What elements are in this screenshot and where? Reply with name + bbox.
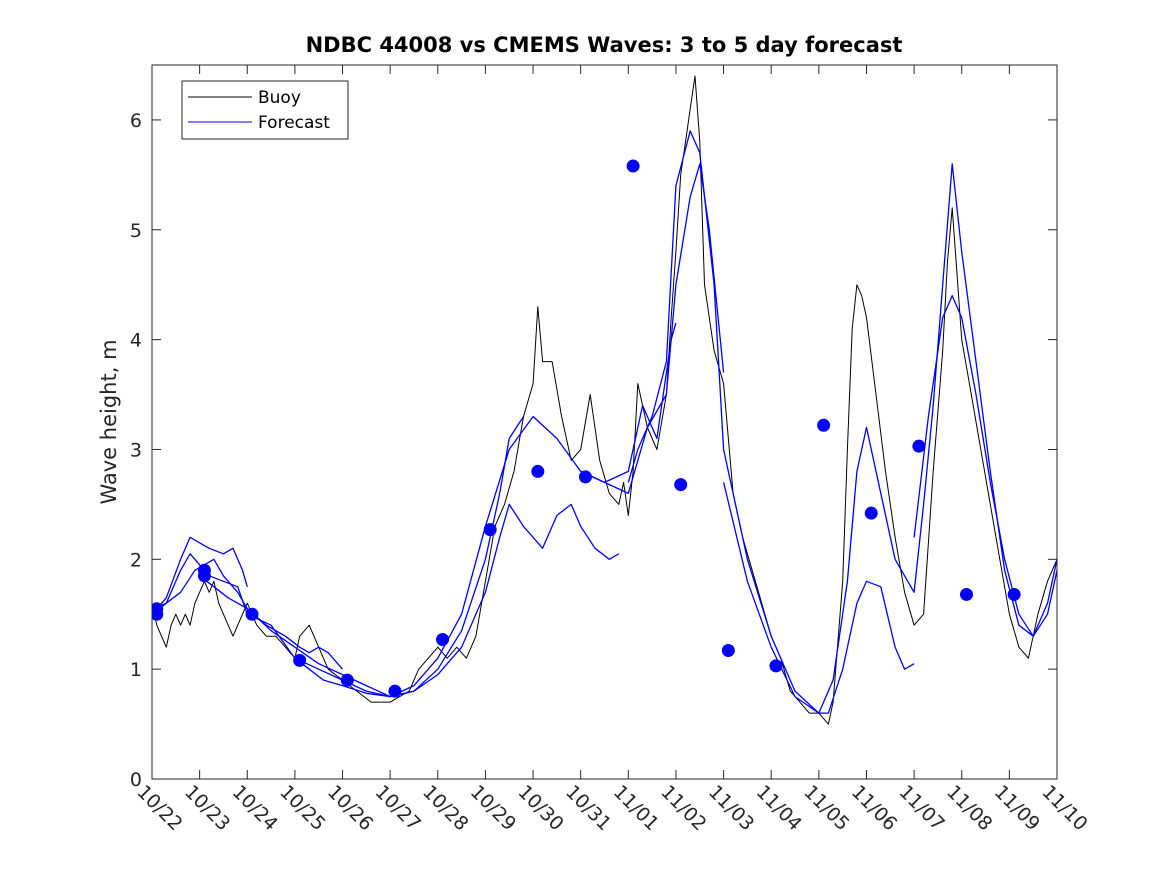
x-tick-label: 10/26 <box>323 781 377 835</box>
x-tick-label: 10/30 <box>514 781 568 835</box>
x-tick-label: 10/31 <box>561 781 615 835</box>
forecast-series-line <box>199 575 343 670</box>
x-tick-label: 10/23 <box>180 781 234 835</box>
x-tick-label: 10/29 <box>466 781 520 835</box>
forecast-marker <box>293 653 307 667</box>
forecast-series-line <box>152 536 248 615</box>
x-tick-label: 10/27 <box>371 781 425 835</box>
y-tick-label: 1 <box>130 659 142 681</box>
plot-frame <box>151 64 1058 780</box>
forecast-series-line <box>627 130 915 714</box>
x-tick-label: 11/03 <box>704 781 758 835</box>
forecast-series-line <box>722 163 1057 714</box>
y-tick-label: 2 <box>130 549 142 571</box>
forecast-marker <box>152 607 164 621</box>
y-axis-ticks: 0 1 2 3 4 5 6 <box>130 110 1057 791</box>
y-tick-label: 5 <box>130 220 142 242</box>
x-tick-label: 11/10 <box>1037 781 1091 835</box>
x-tick-label: 11/09 <box>990 781 1044 835</box>
legend-buoy-label: Buoy <box>258 88 301 108</box>
legend: Buoy Forecast <box>181 80 349 140</box>
forecast-marker <box>578 470 592 484</box>
forecast-marker <box>483 523 497 537</box>
forecast-marker <box>960 587 973 601</box>
x-tick-label: 11/08 <box>942 781 996 835</box>
y-tick-label: 3 <box>130 439 142 461</box>
x-tick-label: 11/07 <box>895 781 949 835</box>
forecast-marker <box>769 659 783 673</box>
y-tick-label: 6 <box>130 110 142 132</box>
x-tick-label: 10/25 <box>275 781 329 835</box>
forecast-marker <box>245 607 259 621</box>
forecast-marker <box>864 506 878 520</box>
forecast-marker <box>197 569 211 583</box>
plot-background <box>152 65 1057 779</box>
x-tick-label: 11/01 <box>609 781 663 835</box>
legend-forecast-label: Forecast <box>258 113 330 133</box>
forecast-marker <box>1007 587 1021 601</box>
x-tick-label: 11/06 <box>847 781 901 835</box>
x-tick-label: 11/02 <box>656 781 710 835</box>
x-tick-label: 11/04 <box>752 781 806 835</box>
forecast-marker <box>912 439 926 453</box>
forecast-marker <box>626 159 640 173</box>
x-tick-label: 10/24 <box>228 781 282 835</box>
x-tick-label: 10/28 <box>418 781 472 835</box>
y-tick-label: 4 <box>130 330 142 352</box>
legend-box <box>181 80 349 140</box>
forecast-marker <box>340 673 354 687</box>
y-axis-label: Wave height, m <box>97 339 121 504</box>
forecast-marker <box>721 643 735 657</box>
forecast-marker <box>674 478 688 492</box>
forecast-marker <box>436 632 450 646</box>
forecast-markers <box>152 159 1021 698</box>
forecast-marker <box>531 464 545 478</box>
x-tick-label: 10/22 <box>132 781 186 835</box>
chart-title: NDBC 44008 vs CMEMS Waves: 3 to 5 day fo… <box>306 33 903 57</box>
forecast-marker <box>817 418 831 432</box>
x-tick-label: 11/05 <box>799 781 853 835</box>
forecast-marker <box>388 684 402 698</box>
y-tick-label: 0 <box>130 769 142 791</box>
forecast-series-line <box>294 322 677 698</box>
forecast-series-line <box>913 295 1057 637</box>
